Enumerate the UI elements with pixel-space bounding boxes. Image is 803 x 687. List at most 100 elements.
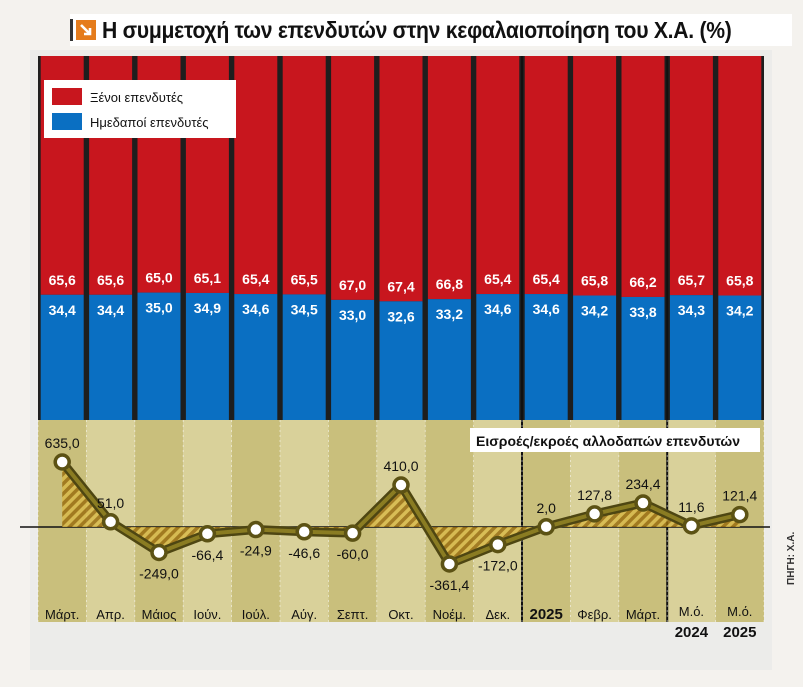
x-tick-sublabel: 2024 — [675, 624, 709, 641]
band-column — [473, 420, 522, 622]
band-column — [183, 420, 232, 622]
bar-label-domestic: 34,6 — [533, 301, 560, 317]
bar-foreign — [573, 56, 617, 296]
x-tick-label: Οκτ. — [388, 607, 413, 622]
x-tick-label: Απρ. — [96, 607, 125, 622]
line-value-label: 2,0 — [536, 500, 556, 516]
bar-domestic — [89, 294, 133, 420]
bar-label-foreign: 67,0 — [339, 277, 366, 293]
band-column — [425, 420, 474, 622]
bar-label-foreign: 65,8 — [581, 273, 608, 289]
bar-label-domestic: 34,2 — [581, 303, 608, 319]
line-point — [634, 494, 652, 512]
legend-label: Ξένοι επενδυτές — [90, 90, 183, 105]
line-value-label: -60,0 — [337, 546, 369, 562]
x-tick-sublabel: 2025 — [723, 624, 756, 641]
x-tick-label: Αύγ. — [291, 607, 317, 622]
bar-foreign — [476, 56, 520, 295]
bar-domestic — [234, 294, 278, 420]
line-point — [440, 555, 459, 573]
chart-title: Η συμμετοχή των επενδυτών στην κεφαλαιοπ… — [102, 16, 732, 43]
line-point — [101, 513, 120, 531]
bar-label-domestic: 34,3 — [678, 302, 705, 318]
x-tick-label: Μάρτ. — [45, 607, 79, 622]
line-value-label: -46,6 — [288, 545, 320, 561]
band-column — [280, 420, 329, 622]
line-point — [392, 476, 410, 494]
bar-label-domestic: 34,6 — [242, 301, 269, 317]
line-value-label: 127,8 — [577, 487, 612, 503]
line-value-label: -249,0 — [139, 565, 179, 581]
line-value-label: 51,0 — [97, 495, 124, 511]
line-value-label: -66,4 — [191, 547, 223, 563]
bar-label-domestic: 34,5 — [291, 301, 318, 317]
bar-foreign — [718, 56, 762, 296]
line-point — [53, 453, 71, 471]
bar-label-foreign: 65,8 — [726, 273, 753, 289]
line-point — [537, 518, 555, 536]
line-title-group: Εισροές/εκροές αλλοδαπών επενδυτών — [470, 428, 760, 452]
bar-label-foreign: 65,4 — [484, 271, 511, 287]
bar-foreign — [621, 56, 665, 297]
bar-domestic — [282, 294, 326, 420]
bar-domestic — [524, 294, 568, 420]
line-value-label: 11,6 — [678, 499, 704, 515]
hatched-area — [62, 462, 740, 564]
bar-label-domestic: 35,0 — [145, 300, 172, 316]
line-point — [343, 524, 362, 542]
x-tick-label: 2025 — [530, 606, 563, 623]
line-value-label: 635,0 — [45, 435, 80, 451]
legend-swatch — [52, 88, 82, 105]
line-point — [585, 505, 604, 523]
bar-foreign — [669, 56, 713, 296]
bar-label-domestic: 34,6 — [484, 301, 511, 317]
bar-label-domestic: 34,4 — [97, 302, 124, 318]
arrow-down-right-icon — [76, 20, 96, 40]
line-point — [295, 523, 313, 541]
bar-foreign — [234, 56, 278, 295]
x-tick-label: Μ.ό. — [727, 604, 752, 619]
legend: Ξένοι επενδυτές Ημεδαποί επενδυτές — [44, 80, 236, 138]
x-tick-label: Μ.ό. — [679, 604, 704, 619]
bar-domestic — [669, 295, 713, 420]
bar-label-domestic: 33,0 — [339, 307, 366, 323]
legend-label: Ημεδαποί επενδυτές — [90, 115, 209, 130]
bar-domestic — [718, 295, 762, 420]
bar-foreign — [524, 56, 568, 295]
legend-swatch — [52, 113, 82, 130]
bar-label-foreign: 67,4 — [387, 278, 414, 294]
line-point — [682, 517, 701, 535]
line-point — [198, 525, 217, 543]
line-value-label: 234,4 — [625, 476, 660, 492]
bar-foreign — [331, 56, 375, 300]
bar-domestic — [40, 294, 84, 420]
bar-label-domestic: 33,8 — [629, 304, 656, 320]
bar-label-foreign: 66,2 — [629, 274, 656, 290]
bar-label-domestic: 34,9 — [194, 300, 221, 316]
line-point — [247, 520, 265, 539]
bar-foreign — [379, 56, 423, 302]
line-point — [489, 535, 507, 554]
bar-label-domestic: 34,4 — [49, 302, 76, 318]
x-tick-label: Νοέμ. — [433, 607, 467, 622]
bar-domestic — [427, 299, 471, 420]
bar-domestic — [476, 294, 520, 420]
bar-label-foreign: 65,6 — [97, 272, 124, 288]
line-value-label: 410,0 — [383, 458, 418, 474]
chart-title-block: Η συμμετοχή των επενδυτών στην κεφαλαιοπ… — [70, 14, 793, 46]
line-value-label: -172,0 — [478, 558, 518, 574]
bar-domestic — [379, 301, 423, 420]
bar-domestic — [137, 292, 181, 420]
bar-label-foreign: 65,4 — [242, 271, 269, 287]
line-title-box — [470, 428, 760, 452]
x-tick-label: Φεβρ. — [577, 607, 612, 622]
x-tick-label: Μάιος — [142, 607, 177, 622]
line-value-label: 121,4 — [722, 488, 757, 504]
bar-foreign — [427, 56, 471, 300]
bar-domestic — [573, 295, 617, 420]
line-value-label: -24,9 — [240, 543, 272, 559]
bar-label-foreign: 65,7 — [678, 272, 705, 288]
x-tick-label: Σεπτ. — [337, 607, 369, 622]
bar-label-domestic: 34,2 — [726, 303, 753, 319]
